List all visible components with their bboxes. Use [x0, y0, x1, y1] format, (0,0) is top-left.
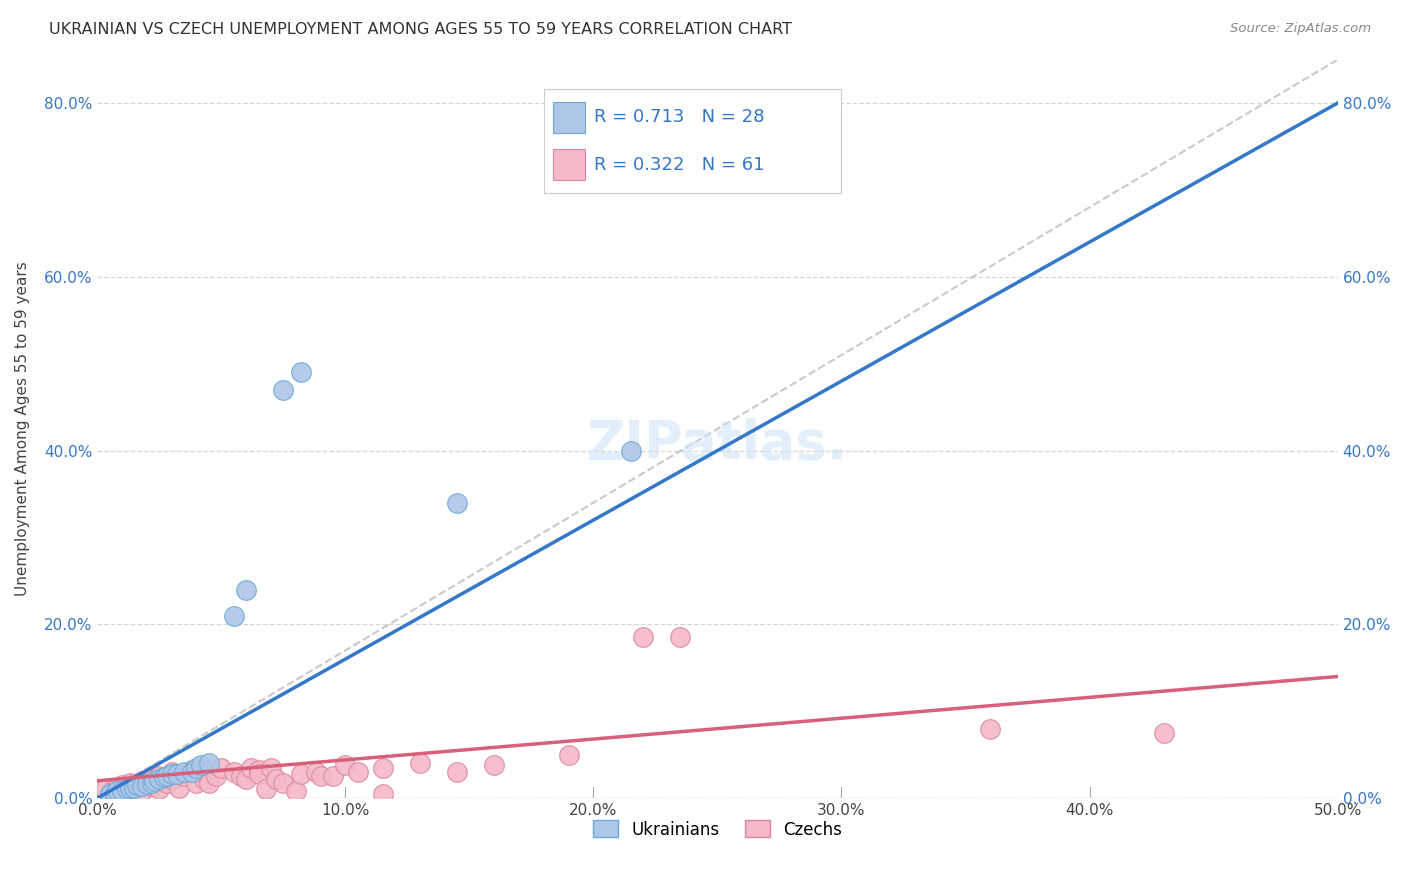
Point [131, 779, 153, 793]
Point [631, 631, 654, 645]
Text: Source: ZipAtlas.com: Source: ZipAtlas.com [1230, 22, 1371, 36]
Point [557, 747, 579, 762]
Point [271, 775, 294, 789]
Point [148, 782, 170, 797]
Point [180, 764, 202, 778]
Point [284, 784, 307, 798]
Point [193, 772, 215, 786]
Text: UKRAINIAN VS CZECH UNEMPLOYMENT AMONG AGES 55 TO 59 YEARS CORRELATION CHART: UKRAINIAN VS CZECH UNEMPLOYMENT AMONG AG… [49, 22, 792, 37]
Point [186, 761, 208, 775]
Point [254, 782, 277, 797]
Point [135, 775, 157, 789]
Point [93, 782, 115, 797]
Point [104, 786, 127, 800]
Point [346, 765, 368, 780]
Point [186, 775, 208, 789]
Point [141, 775, 163, 789]
Point [105, 782, 128, 797]
Point [111, 786, 134, 800]
Point [180, 765, 202, 780]
Point [304, 765, 326, 780]
Point [247, 764, 270, 778]
Point [111, 778, 134, 792]
Point [620, 443, 643, 458]
Point [190, 761, 212, 775]
Point [125, 778, 148, 792]
Point [322, 769, 344, 783]
Point [235, 772, 257, 786]
Point [205, 769, 228, 783]
Point [118, 780, 141, 795]
Point [446, 765, 468, 780]
Point [264, 772, 287, 786]
Point [260, 761, 283, 775]
Point [156, 768, 179, 782]
Point [446, 496, 468, 510]
Point [482, 758, 505, 772]
Point [222, 608, 245, 623]
Point [173, 769, 195, 783]
Point [124, 777, 146, 791]
Point [153, 770, 176, 784]
Point [186, 765, 208, 780]
Point [101, 784, 124, 798]
Point [153, 773, 176, 788]
Point [309, 769, 332, 783]
Point [166, 767, 188, 781]
Point [290, 365, 312, 379]
Point [190, 758, 212, 772]
Point [148, 772, 170, 786]
Point [371, 761, 394, 775]
Point [105, 784, 128, 798]
Point [231, 769, 253, 783]
Point [198, 775, 221, 789]
Y-axis label: Unemployment Among Ages 55 to 59 years: Unemployment Among Ages 55 to 59 years [15, 261, 30, 596]
Point [371, 787, 394, 801]
Point [209, 761, 232, 775]
Point [143, 773, 166, 788]
Point [160, 767, 183, 781]
Point [173, 765, 195, 780]
Text: ZIPatlas.: ZIPatlas. [588, 417, 848, 470]
Point [115, 782, 138, 797]
Point [131, 784, 153, 798]
Point [335, 758, 357, 772]
Point [235, 582, 257, 597]
Point [135, 777, 157, 791]
Point [148, 769, 170, 783]
Point [1153, 726, 1175, 740]
Point [118, 775, 141, 789]
Point [247, 767, 270, 781]
Point [160, 772, 183, 786]
Point [222, 765, 245, 780]
Point [141, 779, 163, 793]
Point [166, 767, 188, 781]
Point [167, 780, 190, 795]
Point [131, 773, 153, 788]
Point [290, 767, 312, 781]
Point [115, 782, 138, 797]
Point [111, 784, 134, 798]
Point [128, 779, 150, 793]
Point [271, 383, 294, 397]
Point [141, 772, 163, 786]
Point [240, 761, 263, 775]
Point [124, 780, 146, 795]
Point [669, 631, 692, 645]
Point [105, 780, 128, 795]
Point [979, 722, 1001, 736]
Point [198, 756, 221, 771]
Point [98, 787, 121, 801]
Point [160, 765, 183, 780]
Point [156, 775, 179, 789]
Point [409, 756, 432, 771]
Point [124, 780, 146, 795]
Point [98, 787, 121, 801]
Legend: Ukrainians, Czechs: Ukrainians, Czechs [586, 814, 848, 846]
